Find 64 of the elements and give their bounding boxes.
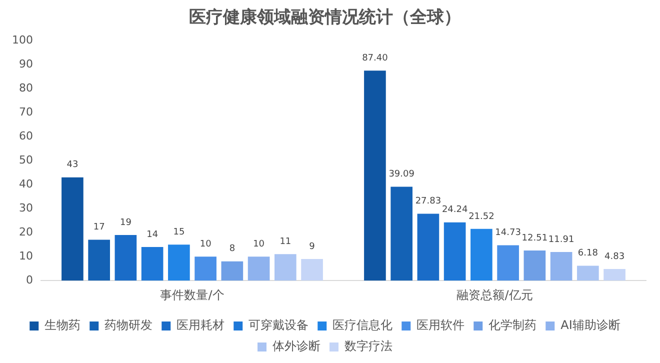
- bar: [497, 245, 519, 281]
- bar: [470, 228, 492, 281]
- legend-label: AI辅助诊断: [560, 318, 620, 332]
- bar: [248, 256, 270, 281]
- data-label: 21.52: [468, 212, 494, 222]
- data-label: 6.18: [578, 248, 598, 259]
- data-label: 12.51: [522, 233, 548, 244]
- legend-label: 医用软件: [416, 318, 465, 332]
- bar: [417, 214, 440, 281]
- bar: [62, 177, 84, 281]
- bar: [524, 250, 546, 281]
- y-tick-label: 80: [18, 81, 33, 94]
- y-tick-label: 10: [18, 249, 33, 262]
- y-tick-label: 40: [18, 177, 33, 190]
- y-tick-label: 30: [18, 201, 33, 214]
- y-tick-label: 50: [18, 153, 33, 166]
- y-tick-label: 60: [18, 129, 33, 142]
- bar: [550, 252, 572, 281]
- y-tick-label: 20: [18, 225, 33, 238]
- bar: [274, 254, 296, 281]
- legend-label: 药物研发: [104, 318, 153, 332]
- data-label: 27.83: [415, 196, 442, 207]
- data-label: 11: [280, 237, 292, 248]
- data-label: 11.91: [548, 234, 574, 245]
- bar: [444, 222, 466, 281]
- legend-label: 数字疗法: [344, 339, 392, 354]
- y-tick-label: 70: [18, 105, 33, 118]
- bar: [364, 70, 386, 281]
- bar: [577, 266, 599, 281]
- legend-label: 生物药: [44, 318, 81, 332]
- legend-label: 可穿戴设备: [248, 318, 309, 332]
- bar: [221, 261, 244, 281]
- data-label: 10: [200, 239, 212, 250]
- bar: [604, 269, 626, 281]
- data-label: 14.73: [495, 228, 521, 238]
- legend-label: 医用耗材: [176, 318, 225, 332]
- data-label: 4.83: [604, 252, 625, 262]
- data-label: 10: [253, 239, 265, 250]
- data-label: 14: [146, 230, 158, 240]
- bar: [141, 246, 164, 281]
- bar: [194, 256, 216, 281]
- y-tick-label: 100: [12, 33, 33, 46]
- bar: [301, 258, 323, 281]
- legend-label: 化学制药: [488, 318, 537, 332]
- data-label: 43: [66, 160, 78, 170]
- data-label: 17: [93, 222, 105, 233]
- data-label: 15: [173, 227, 185, 238]
- data-label: 24.24: [442, 205, 468, 216]
- data-label: 8: [229, 244, 236, 254]
- data-label: 87.40: [362, 54, 388, 64]
- legend-label: 体外诊断: [272, 339, 320, 354]
- legend-label: 医疗信息化: [332, 318, 393, 332]
- x-tick-label: 融资总额/亿元: [456, 288, 533, 302]
- bar: [88, 240, 110, 281]
- bar: [168, 244, 190, 281]
- chart-title: 医疗健康领域融资情况统计（全球）: [189, 8, 461, 28]
- bar: [390, 186, 412, 281]
- x-tick-label: 事件数量/个: [160, 288, 224, 302]
- y-tick-label: 0: [26, 273, 33, 286]
- data-label: 39.09: [388, 170, 415, 180]
- data-label: 9: [309, 242, 316, 252]
- y-tick-label: 90: [18, 57, 33, 70]
- data-label: 19: [120, 218, 132, 228]
- bar: [114, 234, 137, 281]
